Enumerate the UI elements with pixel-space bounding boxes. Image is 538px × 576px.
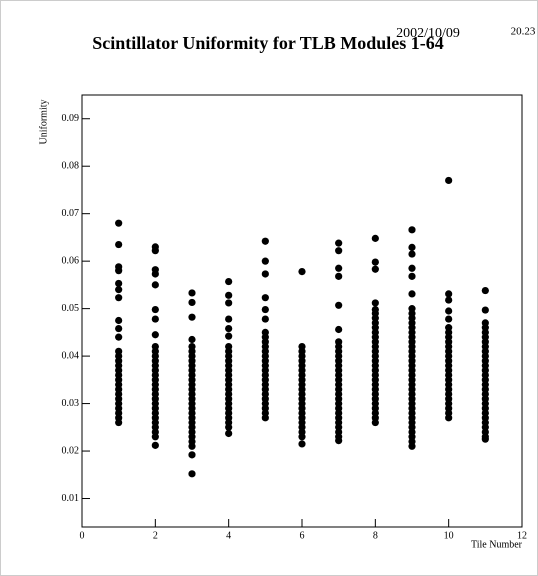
point xyxy=(445,315,453,323)
point xyxy=(371,258,379,266)
x-tick-label: 6 xyxy=(300,530,305,541)
point xyxy=(481,306,489,314)
x-tick-label: 12 xyxy=(517,530,527,541)
point xyxy=(225,277,233,286)
point xyxy=(335,301,343,309)
point xyxy=(188,313,196,321)
point xyxy=(225,315,233,323)
point xyxy=(225,299,233,307)
point xyxy=(261,315,269,323)
point xyxy=(298,267,306,276)
point xyxy=(445,414,453,422)
point xyxy=(261,257,269,265)
point xyxy=(225,291,233,299)
x-tick-label: 8 xyxy=(373,530,378,541)
point xyxy=(408,272,416,280)
y-tick-label: 0.04 xyxy=(62,350,80,361)
point xyxy=(151,331,159,339)
point xyxy=(261,237,269,245)
point xyxy=(445,290,453,298)
point xyxy=(188,442,196,450)
y-tick-label: 0.01 xyxy=(62,493,80,504)
point xyxy=(335,437,343,445)
point xyxy=(335,247,343,255)
point xyxy=(261,414,269,422)
point xyxy=(261,305,269,314)
point xyxy=(371,234,379,242)
point xyxy=(188,451,196,459)
point xyxy=(115,294,123,302)
point xyxy=(225,429,233,438)
y-tick-label: 0.06 xyxy=(62,255,80,266)
point xyxy=(298,440,306,448)
point xyxy=(408,250,416,258)
y-axis-label: Uniformity xyxy=(38,100,49,145)
point xyxy=(151,433,159,441)
point xyxy=(335,264,343,272)
point xyxy=(408,226,416,234)
point xyxy=(115,324,123,333)
point xyxy=(481,286,489,295)
y-tick-label: 0.03 xyxy=(62,398,80,409)
point xyxy=(151,281,159,289)
point xyxy=(188,298,196,307)
date: 2002/10/09 xyxy=(396,26,460,41)
point xyxy=(115,418,123,427)
point xyxy=(335,325,343,334)
point xyxy=(115,279,123,288)
point xyxy=(445,176,453,185)
point xyxy=(151,441,159,449)
point xyxy=(408,442,416,450)
point xyxy=(261,270,269,278)
point xyxy=(115,267,123,275)
point xyxy=(408,290,416,298)
point xyxy=(151,305,159,314)
point xyxy=(445,307,453,315)
point xyxy=(188,289,196,297)
x-axis-label: Tile Number xyxy=(471,539,523,550)
point xyxy=(115,286,123,294)
point xyxy=(335,272,343,280)
time: 20.23 xyxy=(511,26,536,38)
y-tick-label: 0.08 xyxy=(62,161,80,172)
point xyxy=(225,324,233,333)
point xyxy=(335,239,343,247)
x-tick-label: 4 xyxy=(226,530,231,541)
point xyxy=(298,433,306,441)
y-tick-label: 0.02 xyxy=(62,445,80,456)
point xyxy=(261,294,269,302)
point xyxy=(481,435,489,443)
y-tick-label: 0.05 xyxy=(62,303,80,314)
point xyxy=(115,240,123,249)
point xyxy=(115,316,123,325)
point xyxy=(151,247,159,255)
point xyxy=(445,296,453,304)
point xyxy=(225,332,233,340)
point xyxy=(188,470,196,478)
point xyxy=(371,299,379,307)
y-tick-label: 0.07 xyxy=(62,208,80,219)
point xyxy=(371,265,379,273)
point xyxy=(151,315,159,323)
x-tick-label: 2 xyxy=(153,530,158,541)
point xyxy=(371,418,379,427)
x-tick-label: 0 xyxy=(80,530,85,541)
point xyxy=(408,264,416,272)
point xyxy=(408,243,416,251)
x-tick-label: 10 xyxy=(444,530,454,541)
point xyxy=(115,333,123,341)
point xyxy=(115,219,123,227)
point xyxy=(188,335,196,344)
point xyxy=(151,270,159,278)
chart-title: Scintillator Uniformity for TLB Modules … xyxy=(92,33,444,53)
point xyxy=(225,423,233,431)
y-tick-label: 0.09 xyxy=(62,113,80,124)
